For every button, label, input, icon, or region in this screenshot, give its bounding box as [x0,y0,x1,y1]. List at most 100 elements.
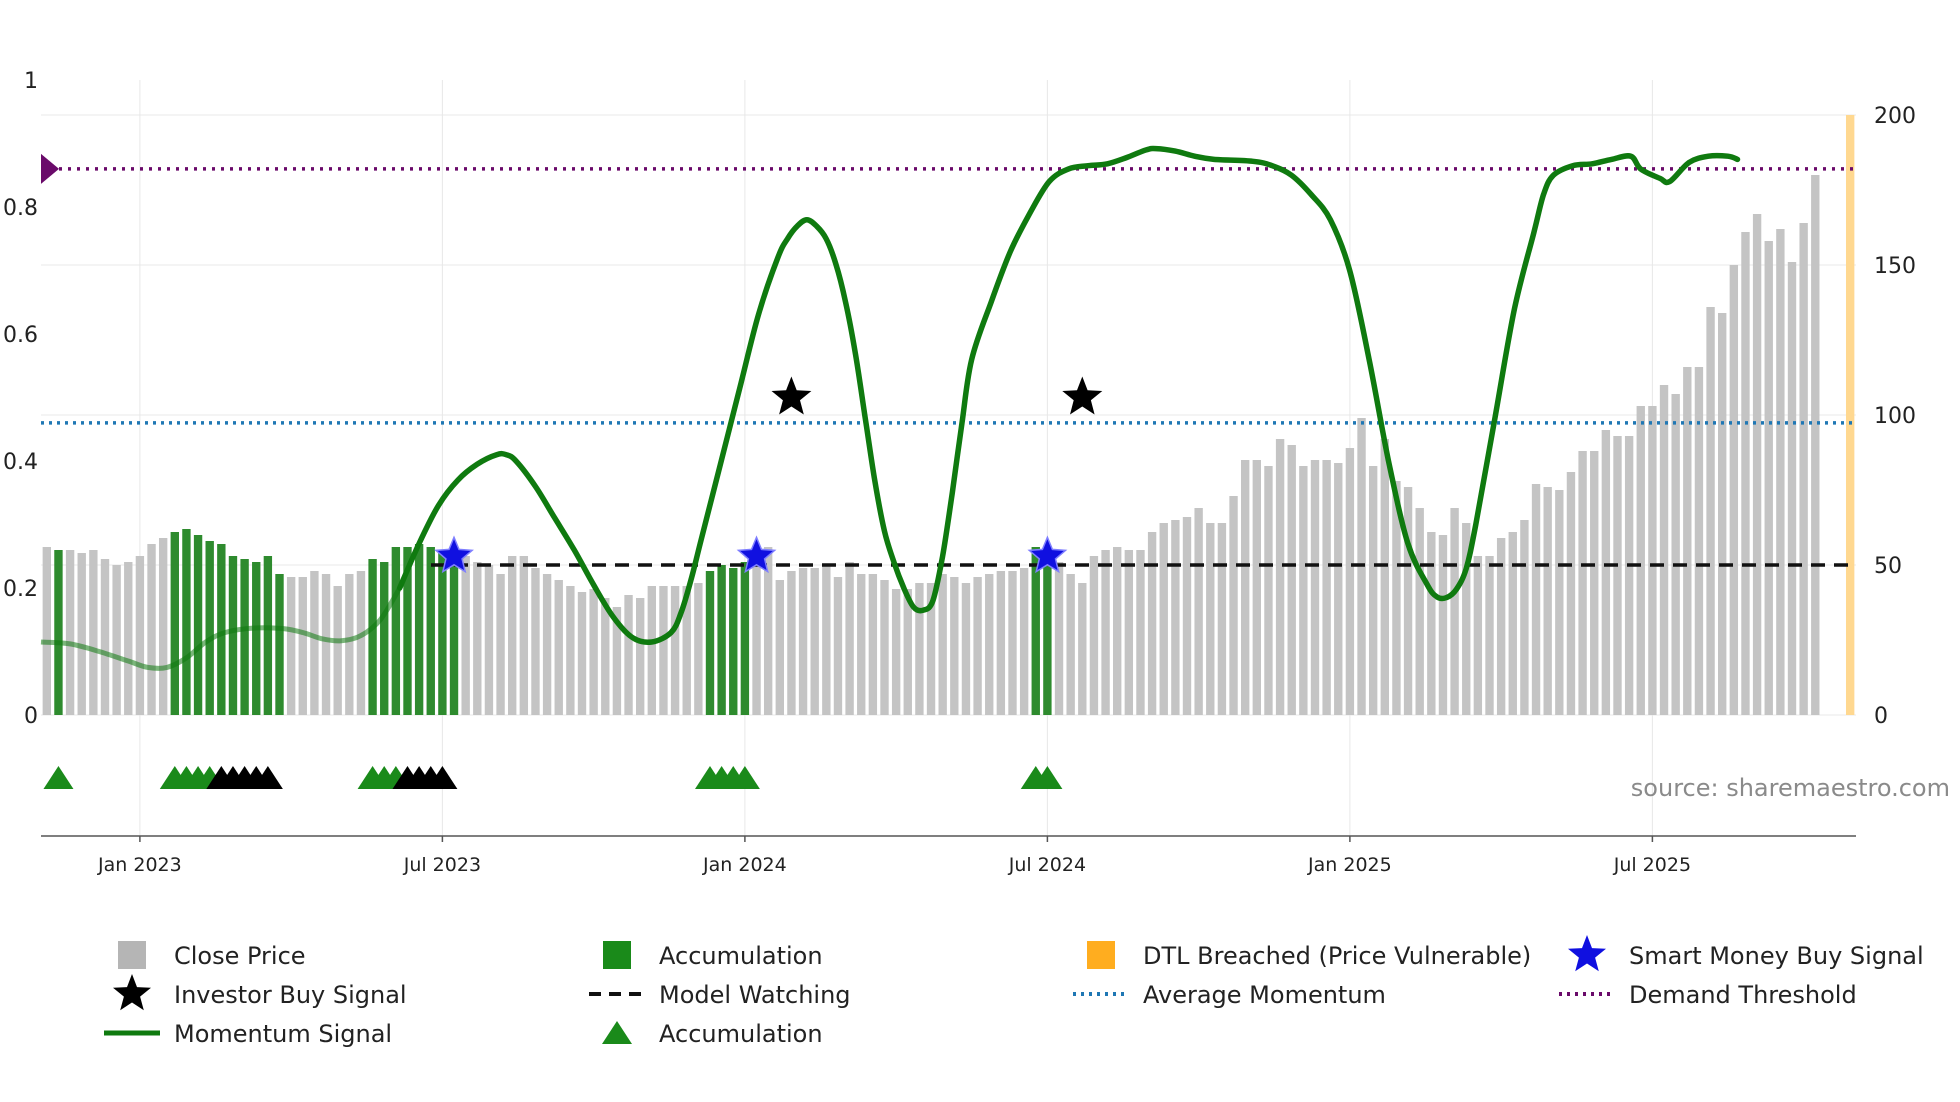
close-price-bar [1287,445,1296,715]
close-price-bar [845,562,854,715]
legend-item-demand: Demand Threshold [1559,981,1857,1009]
legend-swatch [1087,941,1115,969]
accumulation-bar [240,559,249,715]
accumulation-bar [1043,547,1052,715]
close-price-bar [158,538,168,715]
accumulation-bar [193,535,203,715]
close-price-bar [310,571,319,715]
close-price-bar [1636,406,1645,715]
close-price-bar [1403,487,1413,715]
investor-buy-signal [1062,376,1103,415]
legend-item-close: Close Price [118,941,306,970]
legend-label: Momentum Signal [174,1020,392,1048]
close-price-bar [1275,439,1285,715]
close-price-bar [333,586,342,715]
close-price-bar [1392,481,1401,715]
accumulation-triangle [43,766,74,789]
right-axis-tick-label: 200 [1874,104,1916,129]
accumulation-bar [228,556,238,715]
close-price-bar [1776,229,1785,715]
close-price-bar [659,586,668,715]
close-price-bar [868,574,878,715]
smart-money-buy-signal [736,535,777,574]
close-price-bar [1496,538,1506,715]
close-price-bar [1054,562,1064,715]
close-price-bar [1613,436,1622,715]
accumulation-bar [403,547,412,715]
legend-label: Demand Threshold [1629,981,1857,1009]
left-axis-tick-label: 0.4 [3,450,38,475]
x-axis-tick-label: Jul 2023 [403,854,481,876]
close-price-bar [345,574,354,715]
close-price-bar [286,577,296,715]
legend-item-accum-tri: Accumulation [602,1020,823,1048]
close-price-bar [298,577,307,715]
close-price-bar [880,580,889,715]
close-price-bar [1694,367,1704,715]
accumulation-bar [705,571,715,715]
close-price-bar [1566,472,1576,715]
close-price-bar [1101,550,1110,715]
close-price-bar [1543,487,1552,715]
smart-money-buy-signal [434,535,474,574]
axes: 0 0.2 0.4 0.6 0.8 1 0 50 100 150 200 Jan 2023 Jul 20… [3,69,1916,876]
dtl-breached-band [1845,115,1855,715]
close-price-bar [1799,223,1808,715]
close-price-bar [356,571,366,715]
legend-item-investor: Investor Buy Signal [113,974,407,1011]
close-price-bar [810,568,819,715]
legend-label: Accumulation [659,1020,823,1048]
close-price-bar [1590,451,1599,715]
close-price-bar [112,565,121,715]
left-axis-tick-label: 0.8 [3,196,38,221]
close-price-bar [1136,550,1145,715]
legend-swatch [118,941,146,969]
close-price-bar [1555,490,1564,715]
close-price-bar [1194,508,1203,715]
close-price-bar [1462,523,1471,715]
accumulation-bar [182,529,191,715]
close-price-bar [857,574,866,715]
legend-swatch [113,974,151,1011]
accumulation-bar [368,559,377,715]
accumulation-bar [426,547,435,715]
close-price-bar [1240,460,1250,715]
close-price-bar [973,577,982,715]
close-price-bar [682,586,691,715]
demand-threshold-marker [41,153,59,184]
close-price-bar [1764,241,1773,715]
close-price-bar [554,580,563,715]
close-price-bar [589,589,598,715]
close-price-bar [1706,307,1715,715]
close-price-bar [1368,466,1378,715]
close-price-bar [1601,430,1611,715]
x-axis-tick-label: Jan 2023 [97,854,182,876]
close-price-bar [519,556,529,715]
close-price-bar [484,565,494,715]
close-price-bar [996,571,1006,715]
close-price-bar [1485,556,1494,715]
source-label: source: sharemaestro.com [1631,774,1950,802]
close-price-bars [42,115,1855,715]
legend-item-momentum: Momentum Signal [104,1020,392,1048]
close-price-bar [1264,466,1273,715]
close-price-bar [89,550,98,715]
legend-swatch [1568,935,1606,972]
close-price-bar [1438,535,1448,715]
left-axis-tick-label: 0 [24,704,38,729]
legend-swatch [603,941,631,969]
legend-swatch [602,1021,632,1044]
close-price-bar [147,544,156,715]
close-price-bar [1659,385,1669,715]
close-price-bar [1252,460,1262,715]
close-price-bar [1078,583,1087,715]
close-price-bar [798,568,808,715]
smart-money-buy-signal [1027,535,1068,574]
accumulation-bar [391,547,401,715]
close-price-bar [1147,532,1157,715]
momentum-signal-line-weak [40,586,402,671]
accumulation-triangle [427,766,458,789]
close-price-bar [787,571,796,715]
x-axis-tick-label: Jan 2024 [702,854,787,876]
